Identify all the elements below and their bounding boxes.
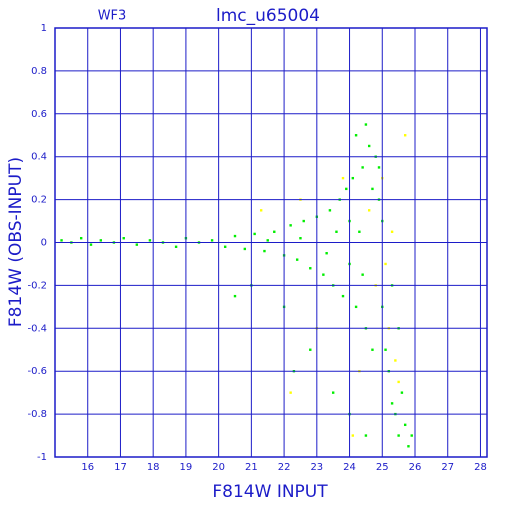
point [322, 273, 325, 276]
annotation: WF3 [98, 9, 127, 24]
point [273, 230, 276, 233]
point [341, 176, 345, 180]
x-tick-label: 24 [343, 462, 356, 473]
point [148, 239, 152, 242]
x-tick-label: 26 [409, 462, 422, 473]
point [210, 239, 214, 242]
y-tick-label: 0.4 [31, 152, 47, 163]
point [259, 209, 263, 212]
point [397, 434, 400, 437]
y-tick-label: 0.8 [31, 66, 47, 77]
point [390, 230, 394, 233]
point [361, 166, 364, 169]
x-axis-label: F814W INPUT [212, 482, 328, 502]
point [364, 123, 368, 126]
point [400, 391, 404, 394]
point [289, 391, 292, 394]
point [309, 348, 312, 351]
y-tick-label: -1 [37, 452, 47, 463]
y-tick-label: -0.8 [27, 409, 47, 420]
point [302, 219, 305, 223]
point [345, 187, 348, 191]
y-tick-label: 0.2 [31, 195, 47, 206]
point [289, 224, 292, 227]
point [403, 134, 407, 137]
point [233, 234, 237, 238]
x-tick-label: 17 [114, 462, 127, 473]
point [243, 247, 247, 251]
y-tick-label: -0.6 [27, 366, 47, 377]
point [341, 294, 345, 298]
point [351, 434, 355, 437]
point [295, 258, 299, 261]
x-tick-label: 25 [376, 462, 389, 473]
x-tick-label: 23 [310, 462, 323, 473]
y-tick-label: -0.2 [27, 280, 47, 291]
point [384, 262, 387, 266]
y-tick-label: -0.4 [27, 323, 47, 334]
point [60, 239, 63, 242]
point [335, 230, 338, 233]
point [135, 243, 139, 246]
point [122, 237, 125, 240]
point [223, 245, 227, 248]
point [367, 209, 371, 212]
point [371, 187, 374, 191]
point [331, 391, 335, 394]
point [390, 402, 394, 405]
point [299, 237, 302, 240]
plot-frame [54, 27, 488, 458]
point [397, 380, 400, 384]
point [410, 434, 413, 437]
y-axis-label: F814W (OBS-INPUT) [6, 157, 26, 327]
point [99, 239, 103, 242]
x-tick-label: 18 [147, 462, 160, 473]
y-tick-label: 1 [41, 23, 47, 34]
point [403, 423, 407, 427]
point [394, 359, 397, 362]
x-tick-label: 20 [212, 462, 225, 473]
point [309, 267, 312, 270]
point [361, 273, 364, 276]
point [89, 243, 93, 246]
x-tick-label: 19 [180, 462, 193, 473]
chart-title: lmc_u65004 [216, 6, 320, 26]
point [233, 294, 237, 298]
point [354, 305, 358, 309]
point [358, 230, 361, 233]
point [325, 252, 328, 255]
x-tick-label: 27 [441, 462, 454, 473]
x-tick-label: 22 [278, 462, 291, 473]
y-tick-label: 0 [41, 238, 47, 249]
y-tick-label: 0.6 [31, 109, 47, 120]
point [266, 239, 269, 242]
x-tick-label: 16 [81, 462, 94, 473]
point [407, 445, 410, 448]
x-tick-label: 21 [245, 462, 258, 473]
point [354, 134, 358, 137]
point [253, 232, 256, 236]
point [371, 348, 374, 351]
x-tick-label: 28 [474, 462, 487, 473]
point [263, 249, 266, 253]
point [328, 209, 332, 212]
point [364, 434, 368, 437]
point [367, 144, 371, 148]
point [384, 348, 387, 351]
point [174, 245, 178, 248]
point [79, 237, 83, 240]
point [377, 166, 381, 169]
point [351, 176, 355, 180]
